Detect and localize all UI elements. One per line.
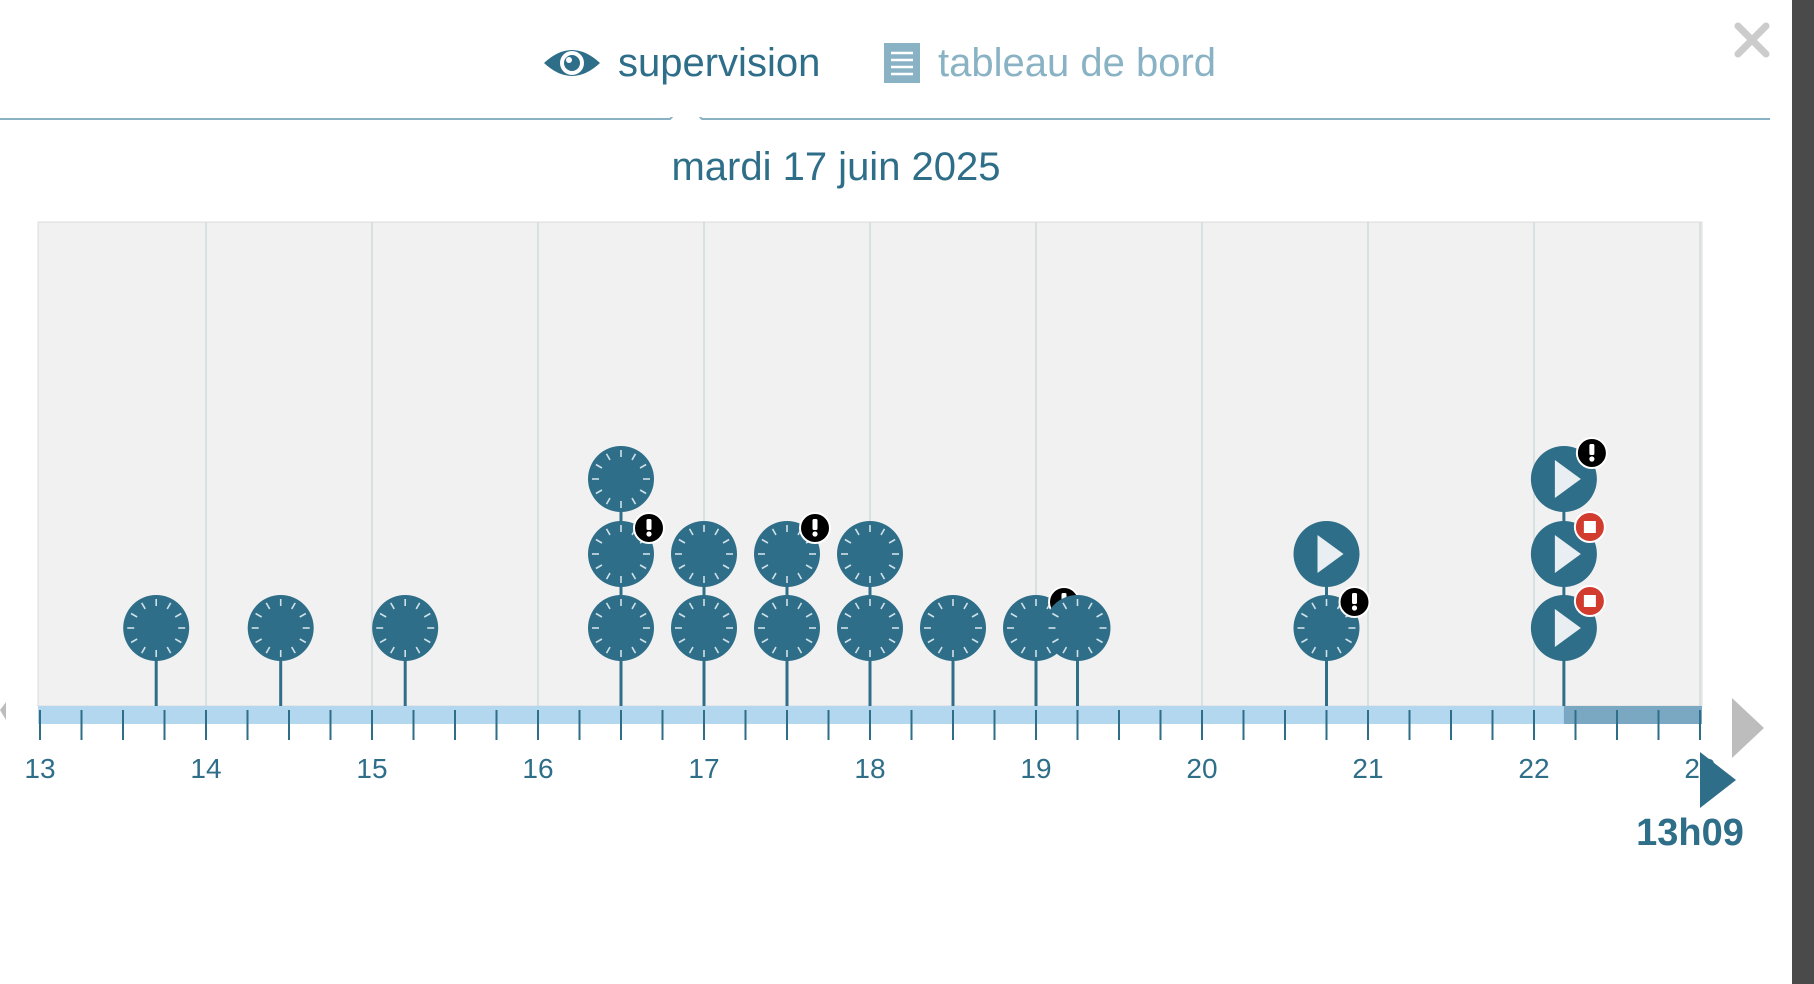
play-icon	[1554, 460, 1581, 498]
event-clock-marker[interactable]	[1293, 586, 1371, 661]
marker-circle	[920, 595, 986, 661]
marker-circle	[588, 595, 654, 661]
event-clock-marker[interactable]	[247, 595, 314, 661]
close-icon[interactable]	[1730, 18, 1774, 62]
clock-icon	[924, 599, 982, 657]
event-stem	[1044, 595, 1111, 706]
event-clock-marker[interactable]	[754, 512, 831, 587]
event-play-marker[interactable]	[1530, 511, 1606, 587]
marker-circle	[671, 521, 737, 587]
event-clock-marker[interactable]	[837, 595, 903, 661]
event-clock-marker[interactable]	[920, 595, 986, 661]
axis-tick-label: 13	[24, 753, 55, 784]
event-stem	[1530, 437, 1608, 706]
event-clock-marker[interactable]	[837, 521, 903, 587]
event-stem	[123, 595, 190, 706]
tab-dashboard[interactable]: tableau de bord	[882, 34, 1216, 92]
timeline-chart: 1314151617181920212223	[0, 221, 1764, 808]
axis-tick-label: 18	[854, 753, 885, 784]
warning-badge-icon	[1338, 586, 1371, 618]
warning-badge-icon	[633, 512, 665, 544]
marker-circle	[837, 595, 903, 661]
time-axis-future	[1563, 706, 1702, 724]
clock-icon	[841, 599, 899, 657]
clock-icon	[758, 525, 816, 583]
clock-icon	[592, 599, 650, 657]
event-clock-marker[interactable]	[588, 512, 665, 587]
clock-icon	[841, 525, 899, 583]
event-stem	[754, 512, 831, 706]
now-marker	[1700, 752, 1736, 808]
clock-icon	[675, 525, 733, 583]
clock-icon	[251, 599, 310, 657]
axis-tick-label: 14	[190, 753, 221, 784]
event-stem	[671, 521, 737, 706]
scroll-left-arrow[interactable]	[0, 702, 6, 720]
event-stem	[920, 595, 986, 706]
clock-icon	[127, 599, 186, 657]
warning-badge-icon	[1575, 437, 1608, 469]
eye-icon	[542, 43, 602, 83]
marker-circle	[754, 595, 820, 661]
event-clock-marker[interactable]	[1044, 595, 1111, 661]
event-clock-marker[interactable]	[123, 595, 190, 661]
axis-tick-label: 15	[356, 753, 387, 784]
clock-icon	[376, 599, 435, 657]
event-clock-marker[interactable]	[671, 521, 737, 587]
event-clock-marker[interactable]	[671, 595, 737, 661]
panel-edge	[1792, 0, 1814, 984]
tabs-bar: supervision tableau de bord	[0, 0, 1770, 125]
scroll-right-arrow[interactable]	[1732, 698, 1764, 758]
event-stem	[1293, 521, 1371, 706]
axis-tick-label: 17	[688, 753, 719, 784]
event-clock-marker[interactable]	[372, 595, 439, 661]
event-clock-marker[interactable]	[754, 595, 820, 661]
event-play-marker[interactable]	[1530, 585, 1606, 661]
event-stem	[247, 595, 314, 706]
marker-circle	[588, 446, 654, 512]
stop-badge-icon	[1573, 511, 1606, 543]
marker-circle	[671, 595, 737, 661]
marker-circle	[837, 521, 903, 587]
play-icon	[1317, 535, 1344, 573]
clock-icon	[1048, 599, 1107, 657]
event-clock-marker[interactable]	[588, 595, 654, 661]
event-play-marker[interactable]	[1293, 521, 1360, 587]
event-play-marker[interactable]	[1530, 437, 1608, 512]
event-clock-marker[interactable]	[588, 446, 654, 512]
marker-circle	[372, 595, 439, 661]
axis-tick-label: 16	[522, 753, 553, 784]
stop-badge-icon	[1573, 585, 1606, 617]
play-icon	[1554, 535, 1581, 573]
marker-circle	[247, 595, 314, 661]
tab-supervision[interactable]: supervision	[542, 34, 820, 92]
event-stem	[588, 446, 665, 706]
date-title: mardi 17 juin 2025	[671, 145, 1001, 189]
tab-label: supervision	[618, 40, 821, 85]
tabs-divider	[0, 117, 1770, 120]
marker-circle	[1044, 595, 1111, 661]
clock-icon	[592, 450, 650, 508]
play-icon	[1554, 609, 1581, 647]
axis-tick-label: 19	[1020, 753, 1051, 784]
axis-tick-label: 21	[1352, 753, 1383, 784]
event-stem	[372, 595, 439, 706]
event-stem	[837, 521, 903, 706]
document-icon	[882, 41, 922, 85]
axis-tick-label: 22	[1518, 753, 1549, 784]
warning-badge-icon	[799, 512, 831, 544]
current-time: 13h09	[1636, 812, 1744, 854]
clock-icon	[758, 599, 816, 657]
clock-icon	[675, 599, 733, 657]
axis-tick-label: 20	[1186, 753, 1217, 784]
marker-circle	[123, 595, 190, 661]
tab-label: tableau de bord	[938, 40, 1217, 85]
